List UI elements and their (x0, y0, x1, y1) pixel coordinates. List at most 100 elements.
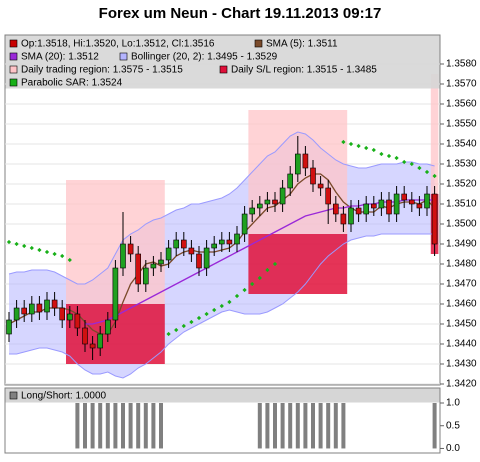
sar-dot (356, 143, 361, 149)
bar (151, 403, 156, 449)
candle-body (173, 239, 179, 249)
candle-body (431, 193, 438, 245)
legend-swatch (9, 391, 18, 400)
sar-dot (29, 245, 34, 251)
bar (90, 403, 95, 449)
candle-body (6, 319, 12, 335)
candle-body (408, 199, 415, 205)
bar (143, 403, 148, 449)
sar-dot (204, 311, 209, 317)
sar-dot (394, 155, 399, 161)
legend-label: Long/Short: 1.0000 (21, 391, 107, 402)
candle-body (89, 343, 96, 349)
chart-title: Forex um Neun - Chart 19.11.2013 09:17 (99, 5, 382, 22)
y-tick-label: 0.5 (446, 420, 460, 431)
candle-body (135, 253, 141, 285)
candle-body (188, 247, 195, 255)
lower-layer: 0.0 0.5 1.0 Long/Short: 1.0000 (5, 388, 460, 454)
y-tick-label: 1.3580 (446, 59, 477, 70)
sar-dot (181, 323, 186, 329)
sar-dot (234, 293, 240, 299)
bar (265, 403, 270, 449)
sar-dot (6, 239, 12, 245)
sar-dot (265, 267, 270, 273)
bar (318, 403, 323, 449)
legend-swatch (9, 65, 18, 74)
y-tick-label: 0.0 (446, 443, 460, 454)
sar-dot (348, 141, 354, 147)
candle-body (51, 299, 58, 309)
y-tick-label: 1.3430 (446, 359, 477, 370)
candle-body (401, 193, 408, 201)
candle-body (74, 313, 81, 329)
bar (105, 403, 110, 449)
candle-body (386, 199, 392, 215)
bar (288, 403, 293, 449)
candle-body (424, 193, 430, 209)
sar-dot (432, 173, 437, 179)
y-tick-label: 1.3530 (446, 159, 477, 170)
sar-dot (37, 247, 42, 253)
candle-body (294, 153, 301, 175)
candle-body (416, 203, 423, 209)
sar-dot (212, 307, 217, 313)
candle-body (158, 259, 164, 265)
candle-body (97, 333, 103, 349)
sar-dot (371, 147, 376, 153)
y-tick-label: 1.3460 (446, 299, 477, 310)
candle-body (226, 239, 233, 245)
bar (159, 403, 163, 449)
overlay-layer: 1.3420 1.3430 1.3440 1.3450 1.3460 1.3470 1.34… (5, 35, 477, 390)
sar-dot (219, 303, 224, 309)
bar (341, 403, 346, 449)
y-tick-label: 1.3560 (446, 99, 477, 110)
bar (273, 403, 277, 449)
y-tick-label: 1.3550 (446, 119, 477, 130)
bollinger-line (9, 233, 435, 379)
candle-body (105, 319, 111, 335)
candle-body (67, 313, 73, 321)
candle-body (279, 187, 286, 205)
sar-dot (227, 299, 232, 305)
candle-body (325, 187, 332, 205)
candle-body (348, 207, 354, 225)
legend-label: SMA (5): 1.3511 (266, 39, 338, 50)
bar (257, 403, 262, 449)
sar-dot (44, 249, 50, 255)
legend-label: Bollinger (20, 2): 1.3495 - 1.3529 (131, 52, 278, 63)
sar-dot (166, 331, 171, 337)
sar-dot (402, 159, 407, 165)
legend-swatch (254, 39, 263, 48)
y-tick-label: 1.3520 (446, 179, 477, 190)
candle-body (272, 199, 278, 205)
sar-dot (196, 315, 202, 321)
candle-body (21, 307, 28, 315)
candle-body (36, 303, 43, 313)
candle-body (264, 199, 271, 205)
candle-body (196, 253, 202, 269)
candle-body (370, 203, 377, 209)
candle-body (44, 299, 50, 313)
legend-background (5, 35, 440, 89)
legend-label: Daily S/L region: 1.3515 - 1.3485 (231, 65, 377, 76)
candle-body (332, 203, 339, 215)
legend-label: SMA (20): 1.3512 (21, 52, 99, 63)
candle-body (219, 239, 225, 245)
bar (128, 403, 133, 449)
bar (326, 403, 331, 449)
sar-dot (189, 319, 194, 325)
y-tick-label: 1.3570 (446, 79, 477, 90)
bar (98, 403, 103, 449)
legend-swatch (9, 39, 18, 48)
y-tick-label: 1.0 (446, 398, 460, 409)
candle-body (13, 307, 20, 321)
sar-dot (250, 281, 255, 287)
candle-body (340, 213, 347, 225)
candle-body (127, 243, 134, 255)
bar (311, 403, 315, 449)
candle-body (310, 167, 316, 185)
candle-body (378, 199, 385, 209)
candle-body (234, 233, 240, 245)
sar-dot (424, 169, 430, 175)
sar-dot (409, 161, 414, 167)
